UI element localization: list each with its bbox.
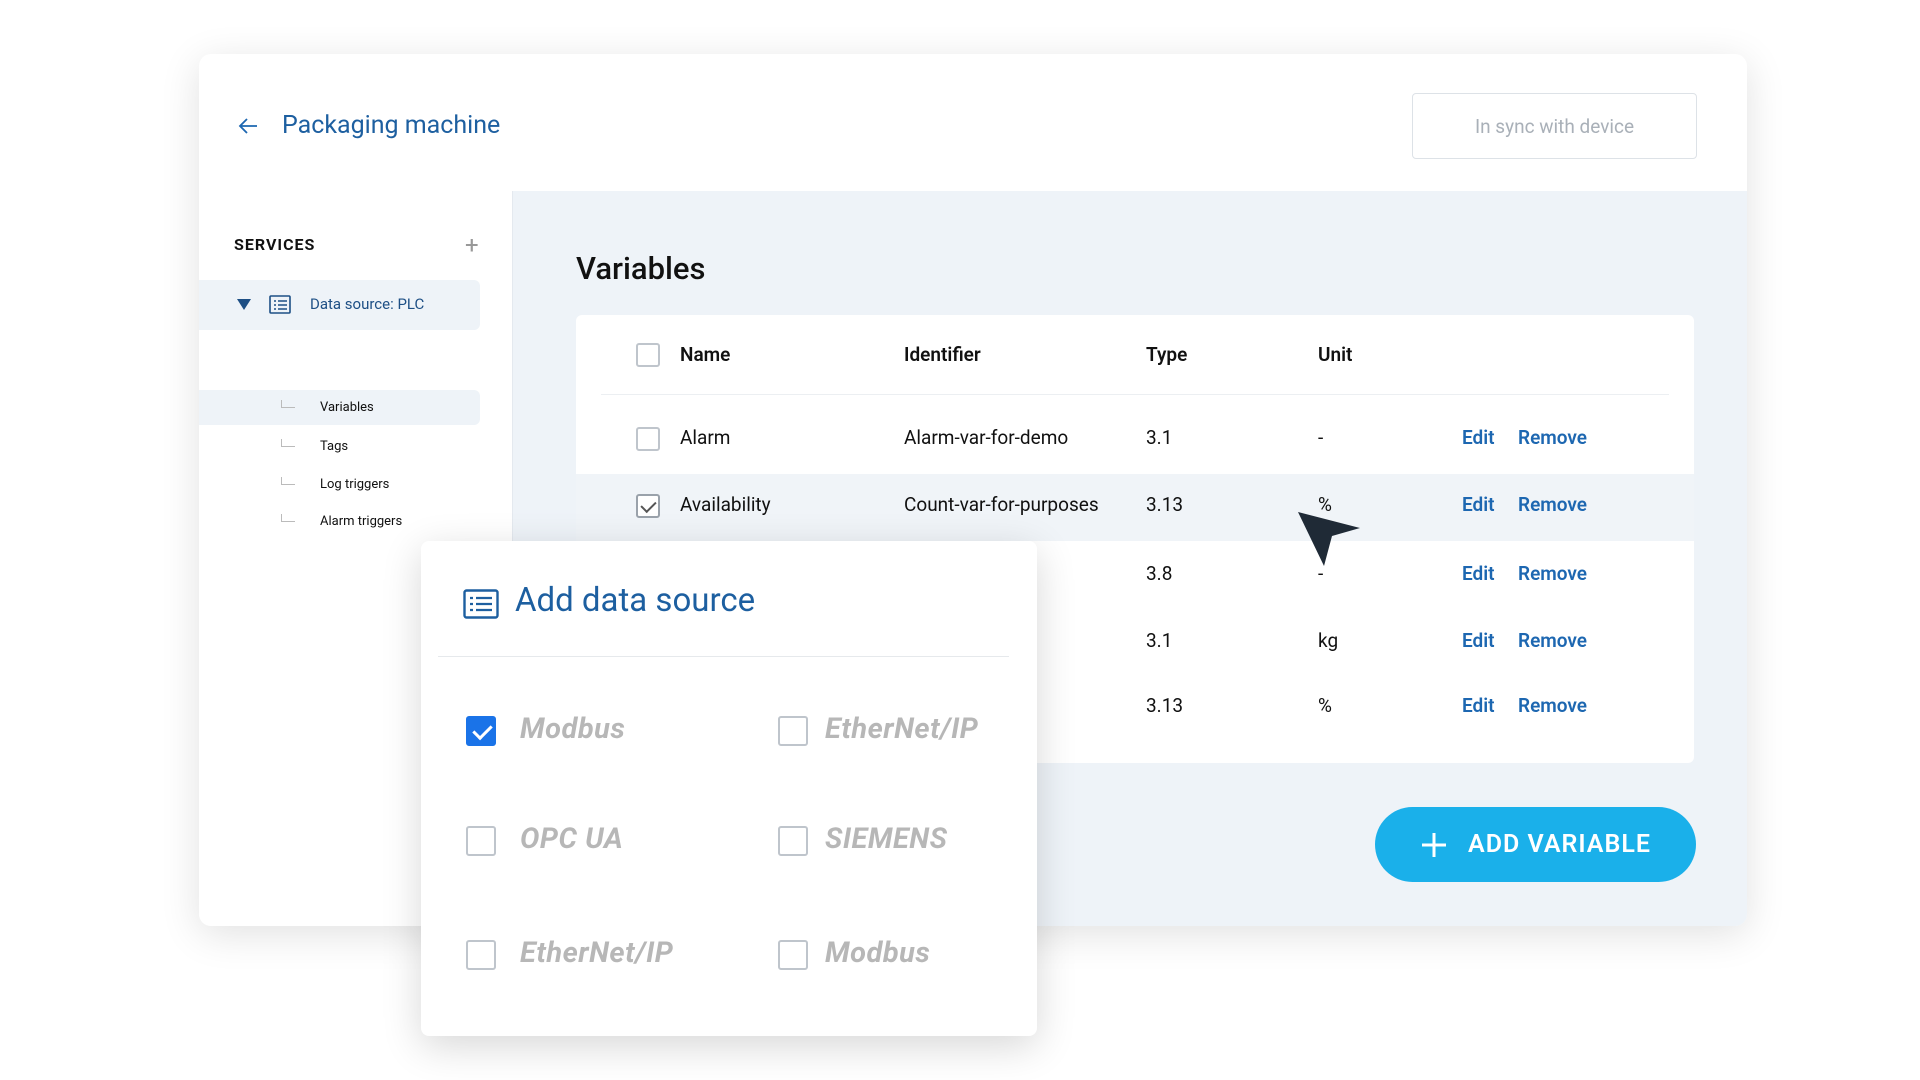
cell-identifier: Alarm-var-for-demo [904, 426, 1069, 449]
option-checkbox[interactable] [466, 716, 496, 746]
dialog-divider [438, 656, 1009, 657]
cell-type: 3.13 [1146, 493, 1184, 516]
cell-identifier: Count-var-for-purposes [904, 493, 1099, 516]
option-logo: Modbus [520, 712, 626, 746]
list-icon [463, 589, 499, 619]
option-checkbox[interactable] [466, 940, 496, 970]
column-header: Unit [1318, 343, 1353, 366]
data-source-label: Data source: PLC [310, 295, 425, 313]
option-logo: EtherNet/IP [520, 936, 674, 970]
column-header: Name [680, 343, 731, 366]
remove-link[interactable]: Remove [1518, 562, 1588, 585]
option-logo: Modbus [825, 936, 931, 970]
cell-unit: - [1318, 426, 1324, 449]
cell-unit: % [1318, 493, 1332, 516]
row-checkbox[interactable] [636, 494, 660, 518]
sidebar-item[interactable]: Log triggers [320, 477, 390, 492]
header-divider [601, 394, 1669, 395]
column-header: Type [1146, 343, 1188, 366]
cell-name: Alarm [680, 426, 731, 449]
add-data-source-dialog: Add data source Modbus EtherNet/IP OPC UA S… [421, 541, 1037, 1036]
row-highlight [576, 474, 1694, 541]
sidebar-item[interactable]: Alarm triggers [320, 514, 403, 529]
add-variable-label: ADD VARIABLE [1468, 830, 1651, 859]
cell-unit: % [1318, 694, 1332, 717]
option-logo: SIEMENS [825, 822, 948, 856]
remove-link[interactable]: Remove [1518, 694, 1588, 717]
tree-connector [281, 514, 295, 522]
sidebar-item[interactable]: Tags [320, 439, 349, 454]
tree-connector [281, 477, 295, 485]
selected-item-bg [199, 390, 480, 425]
cell-type: 3.1 [1146, 629, 1173, 652]
data-source-row[interactable]: Data source: PLC [199, 280, 480, 330]
add-service[interactable]: + [465, 231, 479, 259]
add-variable-button[interactable]: ADD VARIABLE [1375, 807, 1696, 882]
back-arrow[interactable] [237, 117, 259, 135]
cell-type: 3.8 [1146, 562, 1173, 585]
cell-name: Availability [680, 493, 771, 516]
cell-unit: kg [1318, 629, 1339, 652]
sync-button[interactable]: In sync with device [1412, 93, 1697, 159]
cell-type: 3.13 [1146, 694, 1184, 717]
list-icon [269, 295, 291, 314]
page-title: Packaging machine [282, 111, 501, 140]
cursor [1298, 512, 1360, 566]
cell-unit: - [1318, 562, 1324, 585]
option-checkbox[interactable] [778, 940, 808, 970]
tree-connector [281, 400, 295, 408]
option-checkbox[interactable] [778, 716, 808, 746]
edit-link[interactable]: Edit [1462, 562, 1495, 585]
option-logo: EtherNet/IP [825, 712, 979, 746]
services-heading: SERVICES [234, 235, 316, 254]
plus-icon [1422, 832, 1447, 857]
dialog-title: Add data source [515, 581, 756, 620]
option-logo: OPC UA [520, 822, 624, 856]
sidebar-item[interactable]: Variables [320, 400, 374, 415]
cell-type: 3.1 [1146, 426, 1173, 449]
option-checkbox[interactable] [466, 826, 496, 856]
section-heading: Variables [576, 250, 706, 287]
remove-link[interactable]: Remove [1518, 629, 1588, 652]
select-all-checkbox[interactable] [636, 343, 660, 367]
tree-connector [281, 439, 295, 447]
edit-link[interactable]: Edit [1462, 629, 1495, 652]
edit-link[interactable]: Edit [1462, 493, 1495, 516]
remove-link[interactable]: Remove [1518, 426, 1588, 449]
option-checkbox[interactable] [778, 826, 808, 856]
edit-link[interactable]: Edit [1462, 426, 1495, 449]
column-header: Identifier [904, 343, 981, 366]
remove-link[interactable]: Remove [1518, 493, 1588, 516]
edit-link[interactable]: Edit [1462, 694, 1495, 717]
row-checkbox[interactable] [636, 427, 660, 451]
expand-icon[interactable] [237, 299, 251, 310]
